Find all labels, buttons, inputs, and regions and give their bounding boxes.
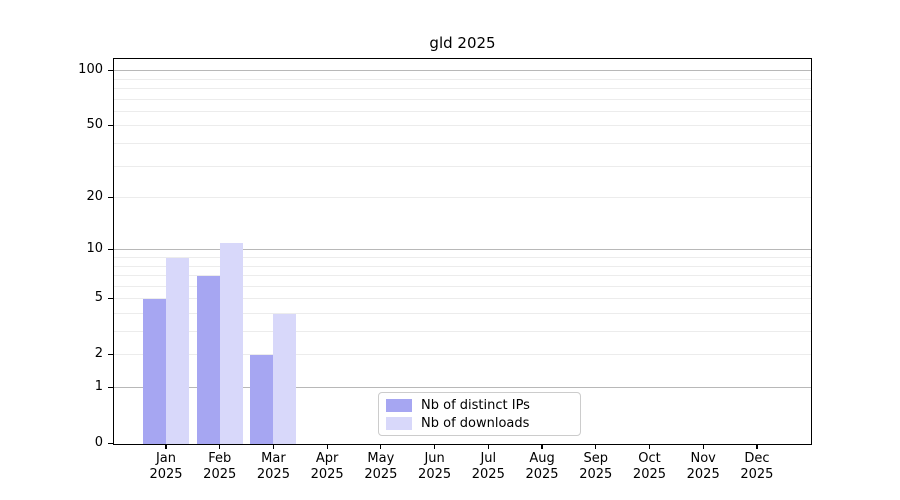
y-tick-mark bbox=[108, 248, 113, 251]
x-axis-tick-label: Jul 2025 bbox=[471, 451, 505, 482]
bar-distinct-ips-jan bbox=[143, 299, 166, 444]
legend-label-distinct-ips: Nb of distinct IPs bbox=[421, 397, 530, 413]
y-axis-tick-label: 2 bbox=[94, 346, 103, 362]
x-axis-tick-label: Apr 2025 bbox=[310, 451, 344, 482]
x-axis-tick-label: Jun 2025 bbox=[418, 451, 452, 482]
y-tick-mark bbox=[108, 297, 113, 299]
chart-title: gld 2025 bbox=[429, 34, 496, 52]
legend-label-downloads: Nb of downloads bbox=[421, 415, 530, 431]
x-axis-tick-label: Feb 2025 bbox=[203, 451, 237, 482]
bar-distinct-ips-mar bbox=[250, 355, 274, 444]
y-tick-mark bbox=[108, 353, 113, 355]
y-axis-tick-label: 50 bbox=[86, 117, 103, 133]
bar-downloads-mar bbox=[273, 314, 297, 444]
gridline-minor bbox=[114, 285, 811, 287]
gridline-major bbox=[114, 70, 811, 72]
legend-item-distinct-ips: Nb of distinct IPs bbox=[386, 398, 580, 413]
bar-distinct-ips-feb bbox=[196, 276, 220, 444]
legend: Nb of distinct IPs Nb of downloads bbox=[378, 392, 581, 436]
x-tick-mark bbox=[380, 444, 382, 449]
x-tick-mark bbox=[272, 444, 275, 449]
x-axis-tick-label: Sep 2025 bbox=[579, 451, 613, 482]
x-tick-mark bbox=[326, 444, 328, 449]
x-axis-tick-label: Mar 2025 bbox=[256, 451, 290, 482]
plot-area: Nb of distinct IPs Nb of downloads bbox=[113, 58, 812, 445]
x-tick-mark bbox=[756, 444, 758, 449]
y-axis-tick-label: 10 bbox=[86, 241, 103, 257]
y-tick-mark bbox=[108, 386, 113, 388]
legend-swatch-downloads bbox=[386, 416, 412, 430]
gridline-minor bbox=[114, 331, 811, 333]
y-tick-mark bbox=[108, 69, 113, 71]
x-tick-mark bbox=[165, 444, 167, 449]
x-axis-tick-label: Jan 2025 bbox=[149, 451, 183, 482]
gridline-minor bbox=[114, 298, 811, 300]
x-tick-mark bbox=[487, 444, 489, 449]
gridline-minor bbox=[114, 143, 811, 145]
y-tick-mark bbox=[108, 196, 113, 198]
gridline-minor bbox=[114, 354, 811, 356]
x-axis-tick-label: Nov 2025 bbox=[686, 451, 720, 482]
legend-swatch-distinct-ips bbox=[386, 398, 412, 412]
gridline-minor bbox=[114, 257, 811, 259]
x-tick-mark bbox=[702, 444, 704, 449]
gridline-minor bbox=[114, 125, 811, 127]
gridline-minor bbox=[114, 313, 811, 315]
gridline-minor bbox=[114, 265, 811, 267]
x-tick-mark bbox=[541, 444, 543, 449]
x-tick-mark bbox=[219, 444, 221, 449]
y-axis-tick-label: 100 bbox=[78, 62, 103, 78]
y-axis-tick-label: 5 bbox=[94, 290, 103, 306]
x-tick-mark bbox=[434, 444, 436, 449]
x-axis-tick-label: May 2025 bbox=[364, 451, 398, 482]
bar-downloads-jan bbox=[166, 258, 189, 444]
legend-item-downloads: Nb of downloads bbox=[386, 416, 580, 431]
x-tick-mark bbox=[595, 444, 597, 449]
gridline-major bbox=[114, 387, 811, 389]
y-tick-mark bbox=[108, 442, 113, 444]
y-tick-mark bbox=[108, 124, 113, 127]
gridline-minor bbox=[114, 275, 811, 277]
gridline-minor bbox=[114, 88, 811, 90]
gridline-minor bbox=[114, 197, 811, 199]
y-axis-tick-label: 20 bbox=[86, 189, 103, 205]
gridline-major bbox=[114, 249, 811, 251]
bar-downloads-feb bbox=[219, 243, 243, 444]
gridline-minor bbox=[114, 98, 811, 100]
x-axis-tick-label: Oct 2025 bbox=[632, 451, 667, 482]
x-tick-mark bbox=[648, 444, 651, 449]
y-axis-tick-label: 1 bbox=[94, 379, 103, 395]
gridline-minor bbox=[114, 111, 811, 113]
gridline-minor bbox=[114, 78, 811, 80]
x-axis-tick-label: Aug 2025 bbox=[525, 451, 559, 482]
y-axis-tick-label: 0 bbox=[94, 435, 103, 450]
x-axis-tick-label: Dec 2025 bbox=[740, 451, 774, 482]
gridline-minor bbox=[114, 165, 811, 167]
